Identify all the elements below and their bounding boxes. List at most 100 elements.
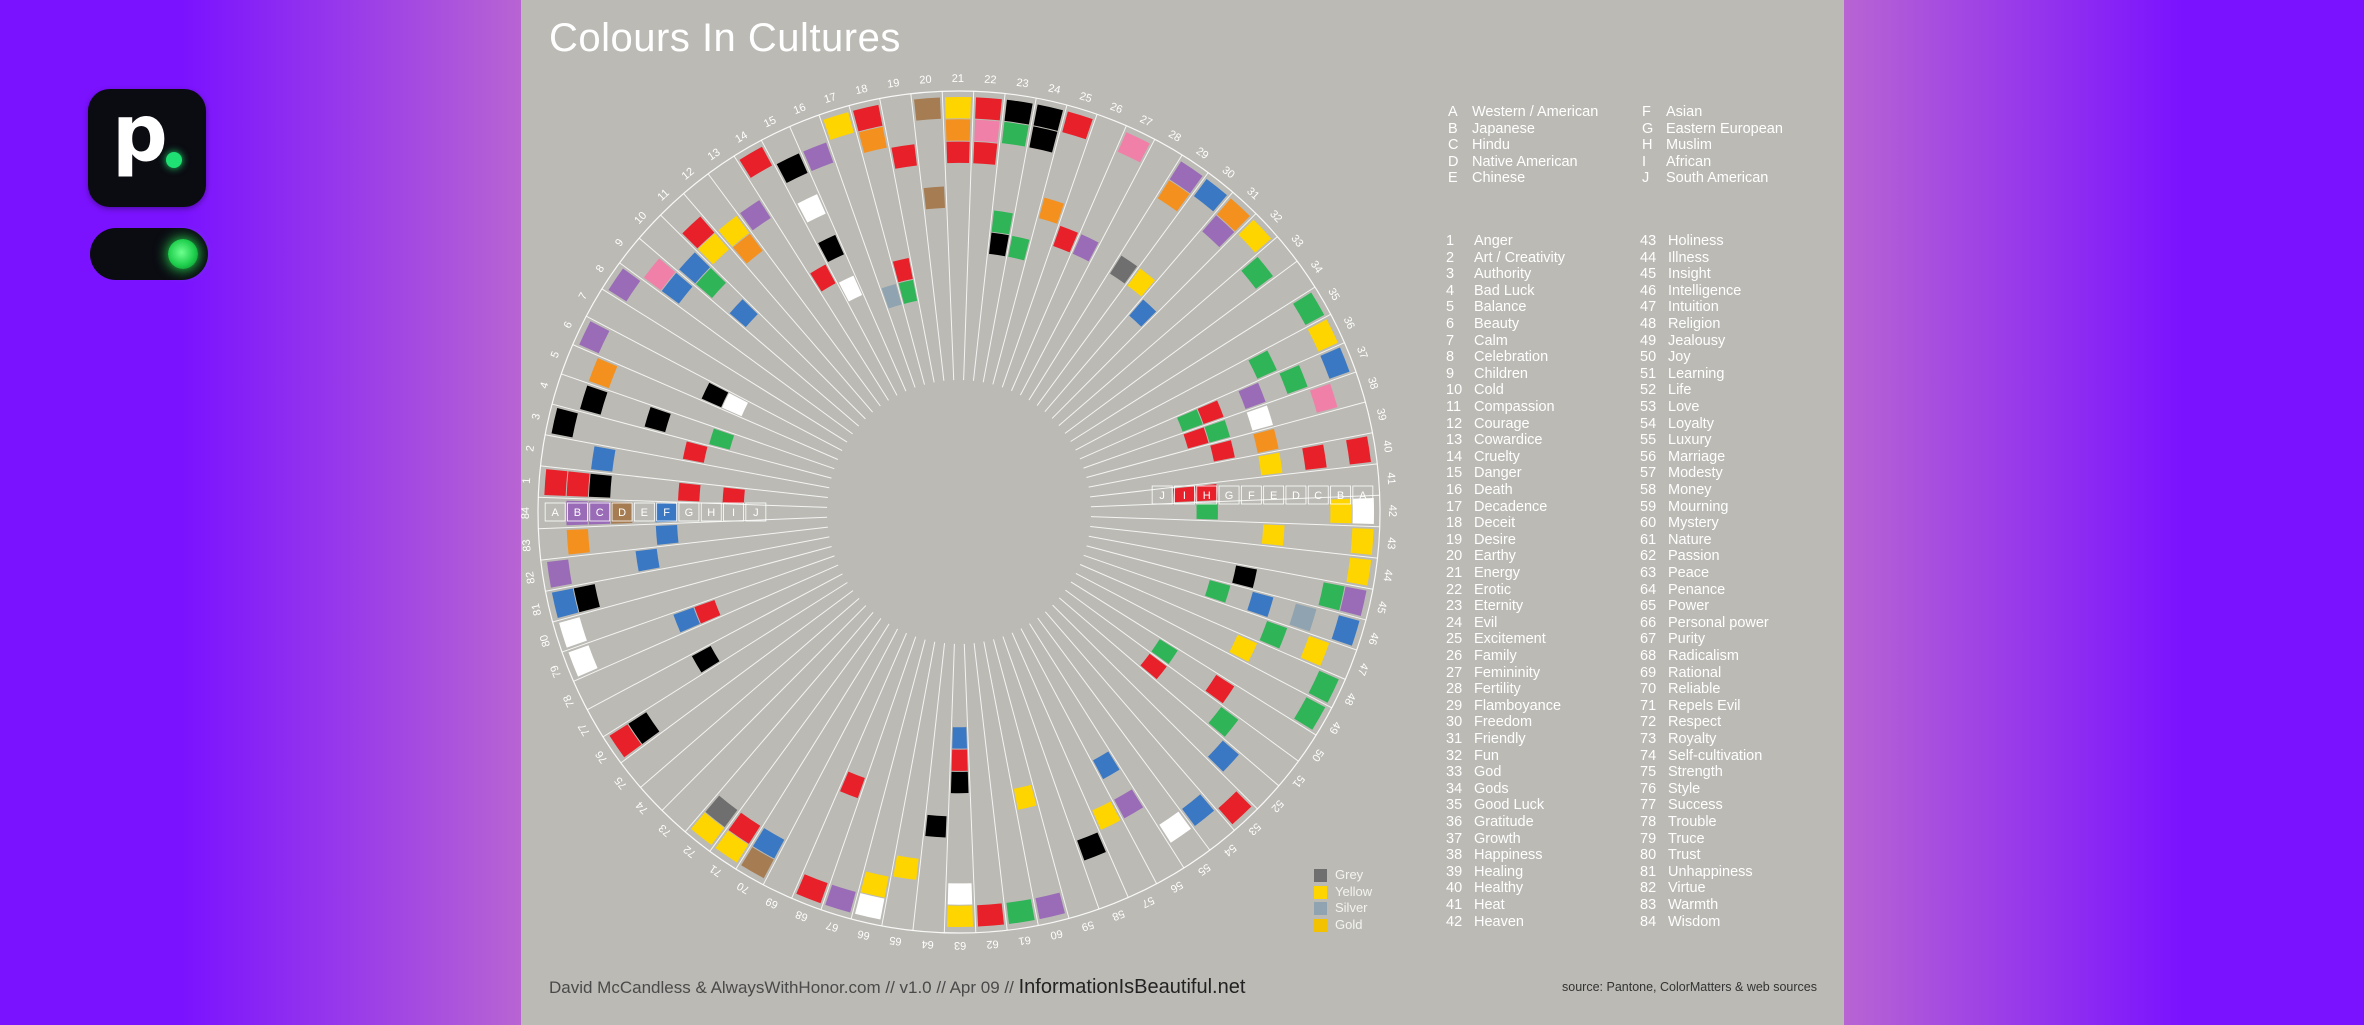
wheel-spoke	[573, 564, 839, 682]
culture-ring-box	[723, 502, 744, 522]
meaning-name: Reliable	[1668, 681, 1721, 698]
wheel-segment	[544, 469, 568, 496]
wheel-segment	[1205, 580, 1231, 603]
wheel-number-label: 30	[1220, 164, 1237, 181]
wheel-number-label: 44	[1381, 569, 1395, 583]
wheel-spoke	[760, 140, 898, 396]
culture-key: A	[1448, 104, 1458, 120]
meaning-name: Mourning	[1668, 498, 1729, 515]
wheel-segment	[694, 599, 721, 624]
culture-name: African	[1666, 153, 1712, 170]
meaning-number: 58	[1640, 482, 1657, 498]
meaning-number: 27	[1446, 664, 1463, 681]
meaning-name: Celebration	[1474, 349, 1549, 366]
meaning-number: 19	[1446, 531, 1463, 548]
meaning-number: 43	[1640, 233, 1657, 249]
wheel-spoke	[540, 526, 828, 561]
wheel-spoke	[735, 623, 890, 870]
meaning-name: Healing	[1474, 863, 1524, 880]
wheel-segment	[1241, 256, 1273, 289]
culture-ring-box	[1218, 485, 1240, 505]
wheel-spoke	[561, 373, 835, 470]
meaning-number: 14	[1446, 448, 1463, 465]
wheel-number-label: 29	[1194, 145, 1211, 162]
wheel-segment	[838, 275, 863, 302]
culture-name: Native American	[1472, 153, 1578, 170]
meaning-name: Wisdom	[1668, 913, 1721, 930]
wheel-segment	[566, 529, 590, 555]
footer-credit: David McCandless & AlwaysWithHonor.com /…	[549, 976, 1245, 999]
app-logo-icon[interactable]: p	[88, 89, 206, 207]
wheel-spoke	[1029, 623, 1185, 869]
wheel-segment	[718, 215, 750, 247]
meaning-number: 40	[1446, 880, 1463, 897]
wheel-spoke	[881, 641, 936, 926]
meaning-number: 7	[1446, 332, 1455, 349]
meaning-number: 10	[1446, 382, 1463, 399]
meaning-name: Intuition	[1668, 299, 1719, 316]
meaning-name: Jealousy	[1668, 332, 1726, 349]
culture-ring-letter: H	[1203, 490, 1211, 502]
wheel-segment	[1208, 707, 1239, 737]
meaning-number: 37	[1446, 830, 1463, 847]
meaning-number: 26	[1446, 648, 1463, 664]
meaning-number: 59	[1640, 498, 1657, 515]
meaning-number: 65	[1640, 598, 1657, 615]
wheel-spoke	[912, 643, 946, 931]
culture-ring-letter: A	[551, 507, 559, 519]
meaning-number: 72	[1640, 714, 1657, 731]
meaning-name: Truce	[1668, 830, 1705, 847]
meaning-name: Power	[1668, 598, 1710, 615]
wheel-segment	[740, 200, 771, 231]
wheel-segment	[776, 153, 808, 184]
wheel-number-label: 28	[1166, 128, 1183, 145]
wheel-spoke	[1011, 125, 1127, 392]
culture-ring-letter: H	[707, 507, 715, 519]
brand-link[interactable]: InformationIsBeautiful.net	[1018, 976, 1246, 998]
wheel-spoke	[638, 237, 860, 427]
meaning-name: Trust	[1668, 847, 1701, 864]
wheel-number-label: 21	[952, 73, 964, 85]
meaning-number: 38	[1446, 847, 1463, 864]
wheel-segment	[946, 141, 970, 164]
wheel-segment	[1294, 697, 1326, 730]
wheel-segment	[1129, 299, 1157, 327]
wheel-number-label: 53	[1246, 820, 1263, 837]
culture-ring-letter: C	[596, 507, 604, 519]
meaning-name: Radicalism	[1668, 648, 1739, 664]
wheel-number-label: 52	[1269, 797, 1286, 814]
wheel-segment	[898, 279, 918, 304]
wheel-number-label: 63	[954, 939, 966, 951]
wheel-spoke	[660, 214, 866, 420]
wheel-segment	[1259, 621, 1288, 649]
wheel-number-label: 33	[1288, 233, 1305, 250]
culture-key: I	[1642, 153, 1647, 170]
wheel-segment	[1330, 498, 1352, 524]
wheel-spoke	[1079, 564, 1346, 680]
status-toggle[interactable]	[90, 228, 208, 280]
culture-ring-box	[678, 502, 700, 522]
culture-ring-box	[1285, 485, 1307, 505]
meaning-number: 79	[1640, 830, 1657, 847]
culture-ring-letter: E	[1270, 490, 1277, 502]
wheel-spoke	[1065, 589, 1299, 762]
metal-name: Yellow	[1335, 883, 1373, 899]
meaning-name: Desire	[1474, 531, 1516, 548]
wheel-number-label: 67	[825, 919, 840, 934]
meaning-number: 5	[1446, 299, 1455, 316]
poster-title: Colours In Cultures	[549, 16, 901, 60]
culture-ring-box	[1196, 485, 1218, 505]
wheel-segment	[891, 144, 917, 169]
meaning-number: 34	[1446, 780, 1463, 797]
wheel-segment	[947, 905, 974, 927]
meaning-name: Beauty	[1474, 316, 1520, 332]
wheel-segment	[1238, 219, 1272, 253]
wheel-segment	[682, 216, 715, 249]
wheel-number-label: 35	[1325, 286, 1342, 303]
wheel-number-label: 54	[1221, 841, 1238, 858]
meaning-number: 33	[1446, 764, 1463, 781]
wheel-number-label: 45	[1374, 600, 1388, 615]
wheel-segment	[1110, 255, 1138, 284]
wheel-spoke	[552, 545, 832, 623]
meaning-number: 82	[1640, 880, 1657, 897]
